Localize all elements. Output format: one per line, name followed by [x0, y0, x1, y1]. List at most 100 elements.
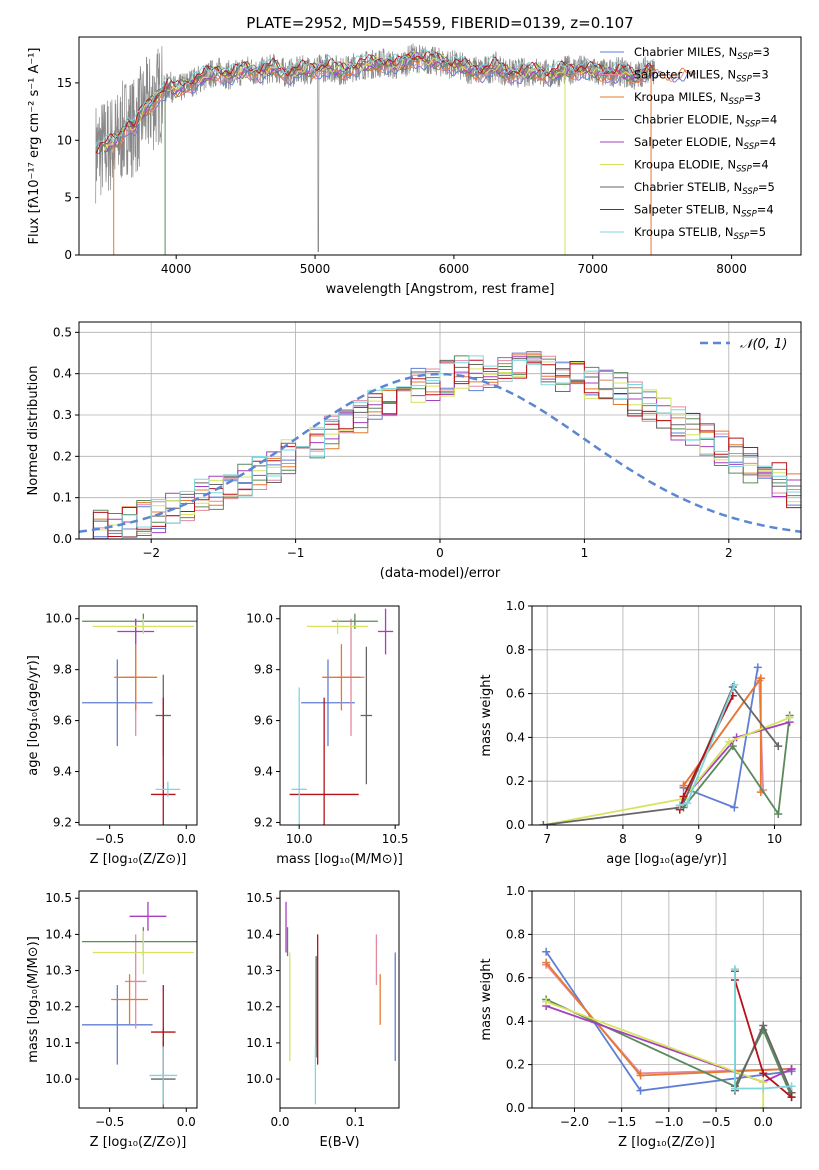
x-axis-label: mass [log₁₀(M/M⊙)]	[276, 852, 403, 867]
x-tick-label: 0.0	[754, 1115, 773, 1129]
errorbar-salpeter-elodie	[377, 608, 394, 655]
age-vs-z-frame	[78, 605, 198, 826]
y-tick-label: 9.8	[254, 663, 273, 677]
y-tick-label: 10.0	[45, 1072, 72, 1086]
y-axis-label: Normed distribution	[26, 366, 41, 496]
errorbar-kroupa-elodie	[306, 618, 369, 635]
x-tick-label: 5000	[300, 262, 331, 276]
y-tick-label: 10.2	[246, 1000, 273, 1014]
y-tick-label: 10.1	[45, 1036, 72, 1050]
x-tick-label: −2.0	[560, 1115, 589, 1129]
y-tick-label: 0.0	[506, 1101, 525, 1115]
weight-marker	[759, 1104, 768, 1108]
y-axis-label: mass [log₁₀(M/M⊙)]	[26, 936, 41, 1063]
y-tick-label: 0.3	[53, 408, 72, 422]
legend-entry: Chabrier STELIB, NSSP=5	[634, 180, 775, 197]
model-line-chabrier-stelib	[95, 51, 655, 155]
y-tick-label: 9.6	[53, 714, 72, 728]
weight-marker	[636, 1071, 645, 1080]
legend-entry: Kroupa STELIB, NSSP=5	[634, 225, 766, 242]
y-tick-label: 10	[57, 133, 72, 147]
y-tick-label: 10.3	[246, 964, 273, 978]
weight-line-chabrier-elodie	[679, 711, 794, 819]
errorbar-salpeter-miles	[124, 934, 147, 1029]
age-vs-mass-plot-area	[289, 608, 394, 825]
y-tick-label: 0.6	[506, 971, 525, 985]
x-tick-label: −1.5	[607, 1115, 636, 1129]
mass-vs-z-axes: −0.5 0.0 10.0 10.1 10.2 10.3 10.4 10.5 Z [log₁₀(…	[26, 891, 196, 1150]
weight-marker	[759, 1021, 768, 1030]
spectrum-title: PLATE=2952, MJD=54559, FIBERID=0139, z=0…	[246, 14, 633, 32]
x-tick-label: 8	[619, 832, 627, 846]
mass-vs-ebv-frame	[279, 890, 400, 1109]
x-axis-label: (data-model)/error	[380, 566, 501, 581]
histogram-kroupa-elodie	[79, 359, 801, 539]
y-tick-label: 0.2	[53, 449, 72, 463]
x-tick-label: 10.0	[286, 832, 313, 846]
errorbar-salpeter-elodie	[129, 901, 167, 931]
weight-marker	[675, 801, 684, 810]
age-vs-mass-axes: 10.0 10.5 9.2 9.4 9.6 9.8 10.0 mass [log₁₀(M/M⊙…	[246, 612, 408, 867]
weight-line-chabrier-stelib	[539, 683, 783, 825]
weight-vs-age-frame	[531, 605, 802, 826]
weight-line-kroupa-stelib	[675, 680, 739, 810]
x-tick-label: −0.5	[95, 832, 124, 846]
y-tick-label: 0.8	[506, 927, 525, 941]
age-vs-mass-frame	[279, 605, 400, 826]
weight-line-kroupa-elodie	[539, 713, 794, 825]
weight-vs-z-plot-area	[542, 947, 796, 1108]
y-tick-label: 0.0	[53, 532, 72, 546]
y-tick-label: 9.6	[254, 714, 273, 728]
y-tick-label: 10.4	[246, 927, 273, 941]
spectrum-axes: 4000 5000 6000 7000 8000 0 5 10 15 wavelength [An…	[27, 48, 747, 298]
y-tick-label: 1.0	[506, 884, 525, 898]
legend-entry: Chabrier MILES, NSSP=3	[634, 45, 770, 62]
x-tick-label: 0	[436, 546, 444, 560]
residuals-axes: −2 −1 0 1 2 0.0 0.1 0.2 0.3 0.4 0.5 (data-model)/er…	[26, 322, 801, 581]
legend-entry: Kroupa ELODIE, NSSP=4	[634, 158, 769, 175]
normal-legend-label: 𝒩(0, 1)	[740, 337, 787, 352]
spectrum-plot-area	[95, 43, 696, 255]
y-tick-label: 9.4	[53, 765, 72, 779]
legend-entry: Kroupa MILES, NSSP=3	[634, 90, 761, 107]
y-tick-label: 0.6	[506, 687, 525, 701]
x-tick-label: 10	[767, 832, 782, 846]
y-tick-label: 0.5	[53, 325, 72, 339]
x-tick-label: 2	[725, 546, 733, 560]
legend-entry: Chabrier ELODIE, NSSP=4	[634, 113, 777, 130]
weight-marker	[759, 1069, 768, 1078]
y-tick-label: 10.5	[246, 891, 273, 905]
x-tick-label: 0.0	[270, 1115, 289, 1129]
y-tick-label: 0.4	[506, 730, 525, 744]
y-tick-label: 10.0	[246, 1072, 273, 1086]
weight-marker	[787, 1093, 796, 1102]
y-tick-label: 0.2	[506, 1058, 525, 1072]
model-line-chabrier-elodie	[103, 53, 655, 152]
age-vs-z-axes: −0.5 0.0 9.2 9.4 9.6 9.8 10.0 Z [log₁₀(Z/Z⊙)] ag…	[26, 612, 196, 867]
weight-marker	[539, 821, 548, 825]
mass-vs-ebv-axes: 0.0 0.1 10.0 10.1 10.2 10.3 10.4 10.5 E(B-V)	[246, 891, 365, 1150]
y-tick-label: 0.2	[506, 774, 525, 788]
y-tick-label: 0.8	[506, 643, 525, 657]
weight-marker	[730, 680, 739, 689]
weight-marker	[679, 781, 688, 790]
weight-vs-z-frame	[531, 890, 802, 1109]
weight-marker	[730, 965, 739, 974]
mass-vs-z-plot-area	[82, 901, 197, 1108]
y-tick-label: 10.2	[45, 1000, 72, 1014]
x-axis-label: wavelength [Angstrom, rest frame]	[326, 282, 555, 297]
y-tick-label: 10.5	[45, 891, 72, 905]
errorbar-chabrier-stelib	[360, 646, 373, 785]
weight-marker	[730, 803, 739, 812]
model-line-kroupa-stelib	[95, 47, 655, 147]
x-tick-label: 0.0	[177, 1115, 196, 1129]
weight-marker	[679, 792, 688, 801]
y-axis-label: mass weight	[479, 674, 494, 756]
errorbar-kroupa-miles	[322, 644, 361, 711]
weight-line-kroupa-stelib	[730, 965, 796, 1093]
weight-marker	[759, 1084, 768, 1093]
y-axis-label: age [log₁₀(age/yr)]	[26, 655, 41, 776]
x-tick-label: 10.5	[382, 832, 409, 846]
y-tick-label: 10.1	[246, 1036, 273, 1050]
y-tick-label: 0.0	[506, 818, 525, 832]
